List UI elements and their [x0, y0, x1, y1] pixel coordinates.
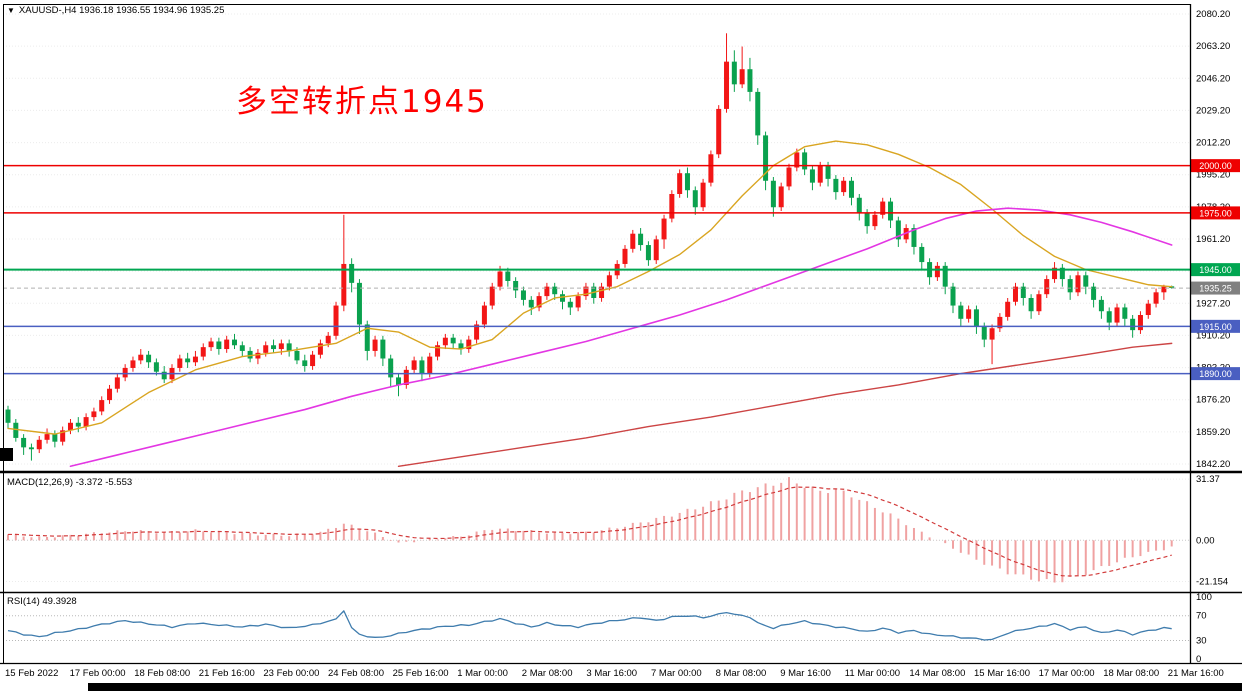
symbol-ohlc-header: ▼ XAUUSD-,H4 1936.18 1936.55 1934.96 193…	[7, 5, 224, 16]
svg-text:1927.20: 1927.20	[1196, 298, 1230, 309]
svg-text:1915.00: 1915.00	[1199, 322, 1232, 332]
svg-text:1 Mar 00:00: 1 Mar 00:00	[457, 668, 508, 679]
svg-text:0: 0	[1196, 654, 1201, 665]
svg-text:17 Mar 00:00: 17 Mar 00:00	[1039, 668, 1095, 679]
svg-text:1910.20: 1910.20	[1196, 330, 1230, 341]
svg-text:-21.154: -21.154	[1196, 577, 1228, 588]
svg-text:1935.25: 1935.25	[1199, 284, 1232, 294]
svg-text:3 Mar 16:00: 3 Mar 16:00	[586, 668, 637, 679]
svg-text:7 Mar 00:00: 7 Mar 00:00	[651, 668, 702, 679]
svg-text:23 Feb 00:00: 23 Feb 00:00	[263, 668, 319, 679]
svg-text:1961.20: 1961.20	[1196, 234, 1230, 245]
ma-mid-line	[69, 207, 1173, 468]
macd-histogram	[7, 477, 1173, 583]
candles-layer	[5, 33, 1175, 461]
svg-text:2 Mar 08:00: 2 Mar 08:00	[522, 668, 573, 679]
svg-text:0.00: 0.00	[1196, 535, 1215, 546]
ma-slow-line	[397, 342, 1173, 467]
price-badge-2000.00[interactable]	[1191, 159, 1240, 173]
rsi-line	[7, 610, 1172, 641]
svg-text:1859.20: 1859.20	[1196, 427, 1230, 438]
svg-text:31.37: 31.37	[1196, 474, 1220, 485]
svg-text:21 Feb 16:00: 21 Feb 16:00	[199, 668, 255, 679]
svg-text:1890.00: 1890.00	[1199, 369, 1232, 379]
svg-text:2000.00: 2000.00	[1199, 161, 1232, 171]
svg-text:2012.20: 2012.20	[1196, 138, 1230, 149]
current-price-badge[interactable]	[1191, 281, 1240, 295]
svg-text:2080.20: 2080.20	[1196, 9, 1230, 20]
svg-text:1842.20: 1842.20	[1196, 459, 1230, 470]
svg-text:30: 30	[1196, 636, 1207, 647]
svg-text:1945.00: 1945.00	[1199, 265, 1232, 275]
rsi-indicator-label: RSI(14) 49.3928	[7, 596, 77, 607]
horizontal-scrollbar[interactable]	[88, 683, 1242, 691]
svg-text:1995.20: 1995.20	[1196, 170, 1230, 181]
ma-fast-line	[7, 140, 1173, 435]
price-badge-1975.00[interactable]	[1191, 206, 1240, 220]
svg-text:100: 100	[1196, 592, 1212, 603]
svg-text:21 Mar 16:00: 21 Mar 16:00	[1168, 668, 1224, 679]
svg-text:2029.20: 2029.20	[1196, 105, 1230, 116]
svg-text:1876.20: 1876.20	[1196, 395, 1230, 406]
svg-text:9 Mar 16:00: 9 Mar 16:00	[780, 668, 831, 679]
svg-text:25 Feb 16:00: 25 Feb 16:00	[393, 668, 449, 679]
symbol-ohlc-text: XAUUSD-,H4 1936.18 1936.55 1934.96 1935.…	[18, 5, 225, 16]
price-badges[interactable]: 2000.00 1975.00 1945.00 1915.00 1890.00 1935.…	[1191, 159, 1240, 381]
price-badge-1945.00[interactable]	[1191, 263, 1240, 277]
svg-text:70: 70	[1196, 611, 1207, 622]
svg-text:11 Mar 00:00: 11 Mar 00:00	[845, 668, 900, 679]
svg-text:2063.20: 2063.20	[1196, 41, 1230, 52]
svg-text:14 Mar 08:00: 14 Mar 08:00	[909, 668, 965, 679]
svg-text:24 Feb 08:00: 24 Feb 08:00	[328, 668, 384, 679]
svg-text:15 Mar 16:00: 15 Mar 16:00	[974, 668, 1030, 679]
price-badge-1890.00[interactable]	[1191, 367, 1240, 381]
symbol-marker-icon: ▼	[7, 5, 15, 15]
svg-text:18 Feb 08:00: 18 Feb 08:00	[134, 668, 190, 679]
time-axis-labels: 15 Feb 2022 17 Feb 00:00 18 Feb 08:00 21 Fe…	[5, 668, 1224, 679]
price-badge-1915.00[interactable]	[1191, 319, 1240, 333]
horizontal-level-lines[interactable]	[3, 164, 1190, 375]
price-gridlines	[3, 13, 1190, 465]
svg-text:8 Mar 08:00: 8 Mar 08:00	[716, 668, 767, 679]
svg-text:17 Feb 00:00: 17 Feb 00:00	[70, 668, 126, 679]
macd-indicator-label: MACD(12,26,9) -3.372 -5.553	[7, 477, 133, 488]
annotation-text: 多空转折点1945	[236, 84, 488, 120]
svg-text:15 Feb 2022: 15 Feb 2022	[5, 668, 58, 679]
macd-signal-line	[7, 486, 1172, 577]
svg-text:1975.00: 1975.00	[1199, 208, 1232, 218]
svg-text:18 Mar 08:00: 18 Mar 08:00	[1103, 668, 1159, 679]
left-edge-marker	[0, 448, 13, 461]
price-axis-labels: 2080.20 2063.20 2046.20 2029.20 2012.20 1995.…	[1196, 9, 1230, 470]
svg-text:2046.20: 2046.20	[1196, 73, 1230, 84]
